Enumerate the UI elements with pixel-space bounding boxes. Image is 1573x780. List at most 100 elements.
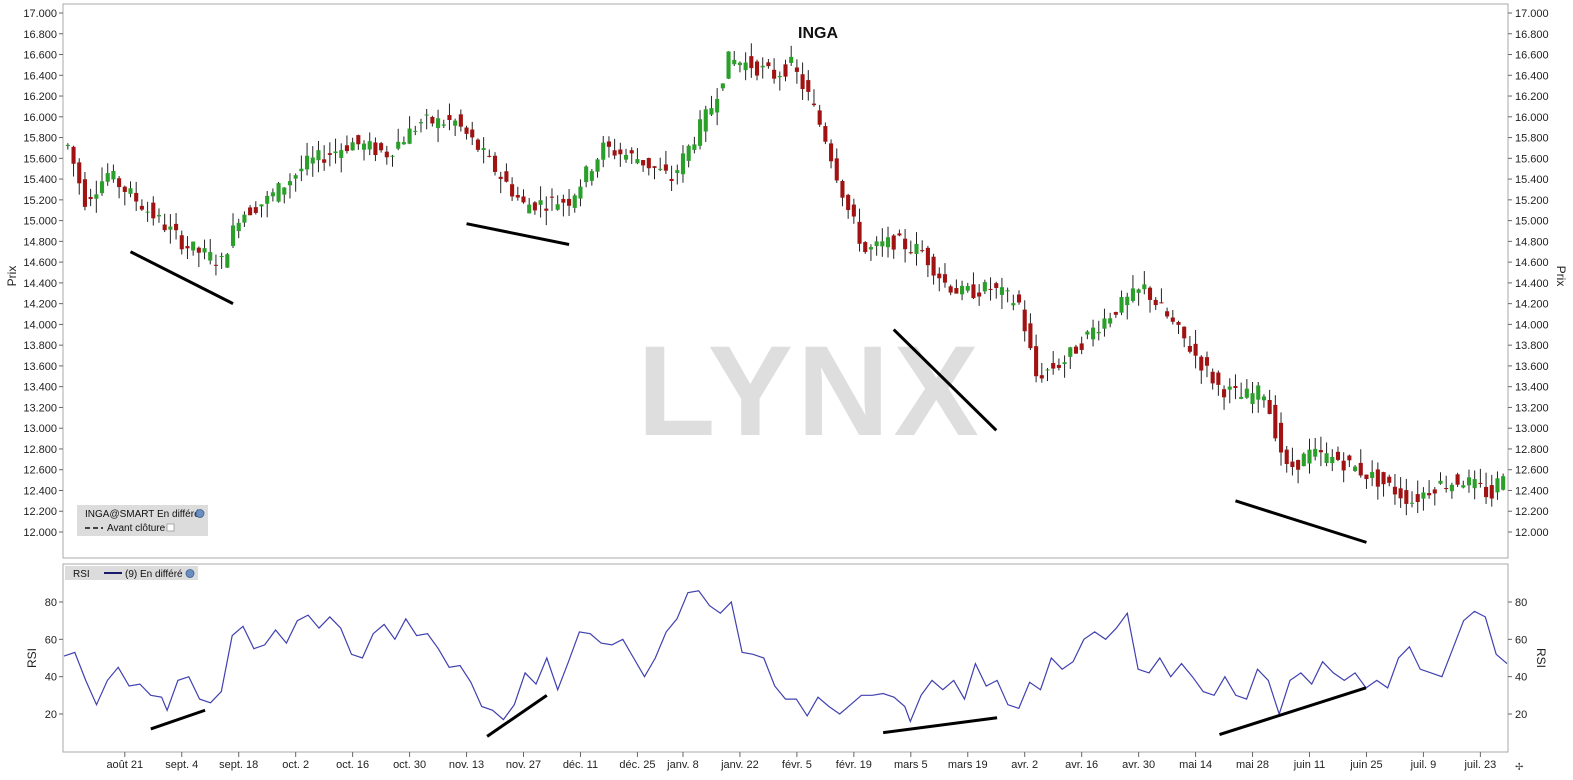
- price-trendline: [1235, 499, 1367, 544]
- candle-up: [760, 65, 765, 68]
- candle-up: [584, 166, 589, 183]
- candle-down: [458, 114, 463, 127]
- candle-up: [572, 195, 577, 208]
- rsi-tick-label-right: 80: [1515, 597, 1527, 609]
- candle-up: [914, 243, 919, 254]
- candle-down: [1290, 461, 1295, 468]
- candle-up: [1307, 449, 1312, 464]
- candle-down: [1484, 486, 1489, 498]
- price-tick-label-left: 13.000: [23, 423, 57, 435]
- x-axis-ticks: août 21 sept. 4 sept. 18 oct. 2 oct. 16 oct. …: [106, 752, 1496, 771]
- candle-down: [1216, 372, 1221, 385]
- price-tick-label-left: 15.400: [23, 174, 57, 186]
- candle-up: [191, 241, 196, 251]
- candle-down: [430, 116, 435, 124]
- x-tick-label: mars 5: [894, 759, 928, 771]
- x-tick-label: avr. 30: [1122, 759, 1155, 771]
- price-tick-label-left: 15.200: [23, 195, 57, 207]
- candle-up: [1353, 466, 1358, 471]
- candle-down: [151, 202, 156, 219]
- chart-title: INGA: [798, 25, 838, 42]
- candle-up: [282, 187, 287, 195]
- rsi-tick-label-right: 20: [1515, 709, 1527, 721]
- candle-up: [361, 143, 367, 150]
- candle-down: [1478, 482, 1483, 484]
- candle-down: [988, 288, 993, 290]
- price-tick-label-right: 13.800: [1515, 340, 1549, 352]
- candle-down: [162, 224, 167, 231]
- candle-down: [1387, 476, 1392, 483]
- globe-icon: [195, 509, 205, 518]
- rsi-series-line: [63, 590, 1508, 724]
- candle-up: [880, 241, 885, 247]
- candle-up: [293, 175, 298, 179]
- price-tick-label-right: 16.800: [1515, 29, 1549, 41]
- price-tick-label-right: 16.200: [1515, 91, 1549, 103]
- candle-up: [1011, 303, 1016, 306]
- candle-up: [1438, 480, 1443, 484]
- candle-down: [1079, 343, 1084, 350]
- candle-up: [128, 188, 133, 194]
- candle-down: [174, 223, 179, 231]
- candle-down: [1034, 346, 1039, 377]
- candle-down: [829, 143, 834, 162]
- candle-up: [623, 154, 629, 160]
- price-legend-line1: INGA@SMART En différé: [85, 509, 200, 520]
- price-ylabel-left: Prix: [5, 266, 19, 287]
- candle-up: [732, 59, 737, 65]
- price-tick-label-right: 14.000: [1515, 319, 1549, 331]
- rsi-y-ticks: 20 20 40 40 60 60 80 80: [45, 597, 1528, 721]
- candle-down: [823, 126, 828, 142]
- candle-down: [504, 171, 509, 182]
- candle-down: [937, 273, 942, 279]
- candle-up: [219, 255, 224, 257]
- candle-down: [754, 61, 760, 76]
- candle-up: [453, 120, 458, 126]
- candle-down: [1273, 404, 1278, 439]
- candle-down: [1176, 322, 1181, 325]
- price-tick-label-left: 16.400: [23, 70, 57, 82]
- price-tick-label-left: 14.800: [23, 236, 57, 248]
- candle-up: [703, 109, 708, 132]
- price-tick-label-right: 12.000: [1515, 527, 1549, 539]
- price-tick-label-left: 14.200: [23, 299, 57, 311]
- candle-down: [641, 160, 646, 166]
- candle-up: [1324, 453, 1329, 464]
- x-tick-label: juil. 9: [1410, 759, 1437, 771]
- price-tick-label-left: 16.800: [23, 29, 57, 41]
- candle-up: [868, 247, 873, 250]
- candle-down: [1347, 455, 1352, 461]
- rsi-trendline: [486, 694, 548, 738]
- price-panel-frame: [62, 3, 1509, 559]
- price-tick-label-right: 16.600: [1515, 50, 1549, 62]
- price-tick-label-right: 12.600: [1515, 465, 1549, 477]
- candle-down: [248, 207, 253, 216]
- candle-down: [1153, 299, 1158, 306]
- candle-down: [498, 176, 503, 179]
- candle-down: [521, 196, 526, 203]
- candle-down: [646, 158, 651, 169]
- candle-down: [903, 238, 908, 250]
- price-tick-label-right: 14.400: [1515, 278, 1549, 290]
- candle-up: [589, 171, 594, 181]
- candle-up: [675, 170, 680, 173]
- rsi-tick-label-left: 80: [45, 597, 57, 609]
- candle-up: [1313, 448, 1318, 457]
- candle-up: [1062, 362, 1067, 365]
- candle-down: [510, 184, 515, 197]
- candle-up: [168, 226, 173, 230]
- price-tick-label-left: 13.400: [23, 382, 57, 394]
- candle-down: [492, 155, 498, 172]
- candle-down: [82, 179, 87, 207]
- candle-down: [373, 142, 378, 156]
- candle-up: [230, 225, 236, 246]
- candle-down: [379, 143, 384, 151]
- candle-up: [305, 155, 310, 170]
- candle-down: [1016, 294, 1022, 303]
- price-ylabel-right: Prix: [1554, 266, 1568, 287]
- candle-down: [1432, 489, 1437, 494]
- candle-down: [549, 196, 555, 198]
- candle-up: [1045, 369, 1050, 371]
- candle-up: [1472, 479, 1477, 489]
- price-tick-label-left: 16.600: [23, 50, 57, 62]
